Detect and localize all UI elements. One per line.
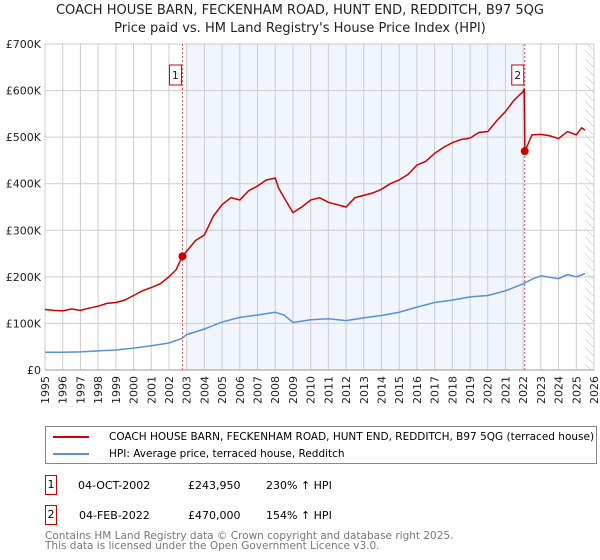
x-tick-label: 2021 bbox=[499, 376, 512, 404]
x-tick-label: 1995 bbox=[39, 376, 52, 404]
x-tick-label: 2019 bbox=[464, 376, 477, 404]
y-tick-label: £200K bbox=[6, 271, 42, 284]
x-tick-label: 2023 bbox=[535, 376, 548, 404]
series-line bbox=[45, 272, 586, 354]
sale-date: 04-FEB-2022 bbox=[79, 509, 150, 522]
x-tick-label: 2017 bbox=[429, 376, 442, 404]
x-tick-label: 2006 bbox=[234, 376, 247, 404]
legend-item-property: COACH HOUSE BARN, FECKENHAM ROAD, HUNT E… bbox=[46, 429, 594, 445]
x-tick-label: 2011 bbox=[322, 376, 335, 404]
x-tick-label: 2026 bbox=[588, 376, 600, 404]
forecast-hatch bbox=[585, 44, 594, 370]
x-tick-label: 2001 bbox=[145, 376, 158, 404]
sale-badge: 2 bbox=[45, 505, 57, 525]
chart-subtitle: Price paid vs. HM Land Registry's House … bbox=[114, 21, 486, 36]
y-tick-label: £0 bbox=[27, 364, 41, 377]
x-tick-label: 2025 bbox=[570, 376, 583, 404]
price-chart: 1995 1996 1997 1998 1999 2000 2001 2002 2003 2004… bbox=[6, 38, 600, 404]
x-tick-label: 2005 bbox=[216, 376, 229, 404]
series-line bbox=[44, 88, 586, 312]
sale-row-1: 1 04-OCT-2002 £243,950 230% ↑ HPI bbox=[45, 475, 445, 497]
x-tick-label: 2007 bbox=[252, 376, 265, 404]
sale-badge: 1 bbox=[45, 475, 57, 495]
x-tick-label: 2013 bbox=[358, 376, 371, 404]
sale-badge-box bbox=[511, 64, 525, 86]
footer: Contains HM Land Registry data © Crown c… bbox=[45, 530, 454, 552]
x-tick-label: 1997 bbox=[74, 376, 87, 404]
sale-row-2: 2 04-FEB-2022 £470,000 154% ↑ HPI bbox=[45, 505, 445, 527]
x-tick-label: 2003 bbox=[181, 376, 194, 404]
y-tick-label: £500K bbox=[6, 131, 42, 144]
chart-title: COACH HOUSE BARN, FECKENHAM ROAD, HUNT E… bbox=[55, 3, 544, 18]
legend: COACH HOUSE BARN, FECKENHAM ROAD, HUNT E… bbox=[45, 426, 597, 464]
x-tick-label: 2014 bbox=[375, 376, 388, 404]
sale-point bbox=[178, 252, 187, 261]
x-tick-label: 2000 bbox=[128, 376, 141, 404]
sale-price: £243,950 bbox=[188, 479, 241, 492]
x-tick-label: 2015 bbox=[393, 376, 406, 404]
legend-item-hpi: HPI: Average price, terraced house, Redd… bbox=[46, 446, 345, 462]
ownership-shade bbox=[186, 44, 525, 370]
footer-line: Contains HM Land Registry data © Crown c… bbox=[45, 530, 454, 542]
legend-label: COACH HOUSE BARN, FECKENHAM ROAD, HUNT E… bbox=[109, 431, 595, 443]
y-tick-label: £400K bbox=[6, 178, 42, 191]
sale-date: 04-OCT-2002 bbox=[78, 479, 151, 492]
x-tick-label: 2008 bbox=[269, 376, 282, 404]
legend-swatch-red bbox=[53, 436, 89, 438]
x-tick-label: 1999 bbox=[110, 376, 123, 404]
y-tick-label: £100K bbox=[6, 317, 42, 330]
x-tick-label: 1998 bbox=[92, 376, 105, 404]
y-tick-label: £300K bbox=[6, 224, 42, 237]
sale-badge-label: 1 bbox=[172, 69, 179, 82]
y-tick-label: £700K bbox=[6, 38, 42, 51]
legend-swatch-blue bbox=[53, 453, 89, 455]
sale-badge-label: 2 bbox=[514, 69, 521, 82]
x-tick-label: 2016 bbox=[411, 376, 424, 404]
x-tick-label: 2024 bbox=[553, 376, 566, 404]
x-tick-label: 2018 bbox=[446, 376, 459, 404]
y-tick-label: £600K bbox=[6, 85, 42, 98]
x-tick-label: 2002 bbox=[163, 376, 176, 404]
sale-point bbox=[520, 147, 529, 156]
x-tick-label: 2009 bbox=[287, 376, 300, 404]
sale-hpi: 230% ↑ HPI bbox=[266, 479, 332, 492]
x-tick-label: 1996 bbox=[57, 376, 70, 404]
footer-line: This data is licensed under the Open Gov… bbox=[45, 540, 380, 552]
x-tick-label: 2012 bbox=[340, 376, 353, 404]
sale-hpi: 154% ↑ HPI bbox=[266, 509, 332, 522]
x-tick-label: 2022 bbox=[517, 376, 530, 404]
legend-label: HPI: Average price, terraced house, Redd… bbox=[109, 448, 345, 460]
x-tick-label: 2020 bbox=[482, 376, 495, 404]
sale-badge-box bbox=[168, 64, 182, 86]
x-tick-label: 2010 bbox=[305, 376, 318, 404]
sale-price: £470,000 bbox=[188, 509, 241, 522]
x-tick-label: 2004 bbox=[198, 376, 211, 404]
